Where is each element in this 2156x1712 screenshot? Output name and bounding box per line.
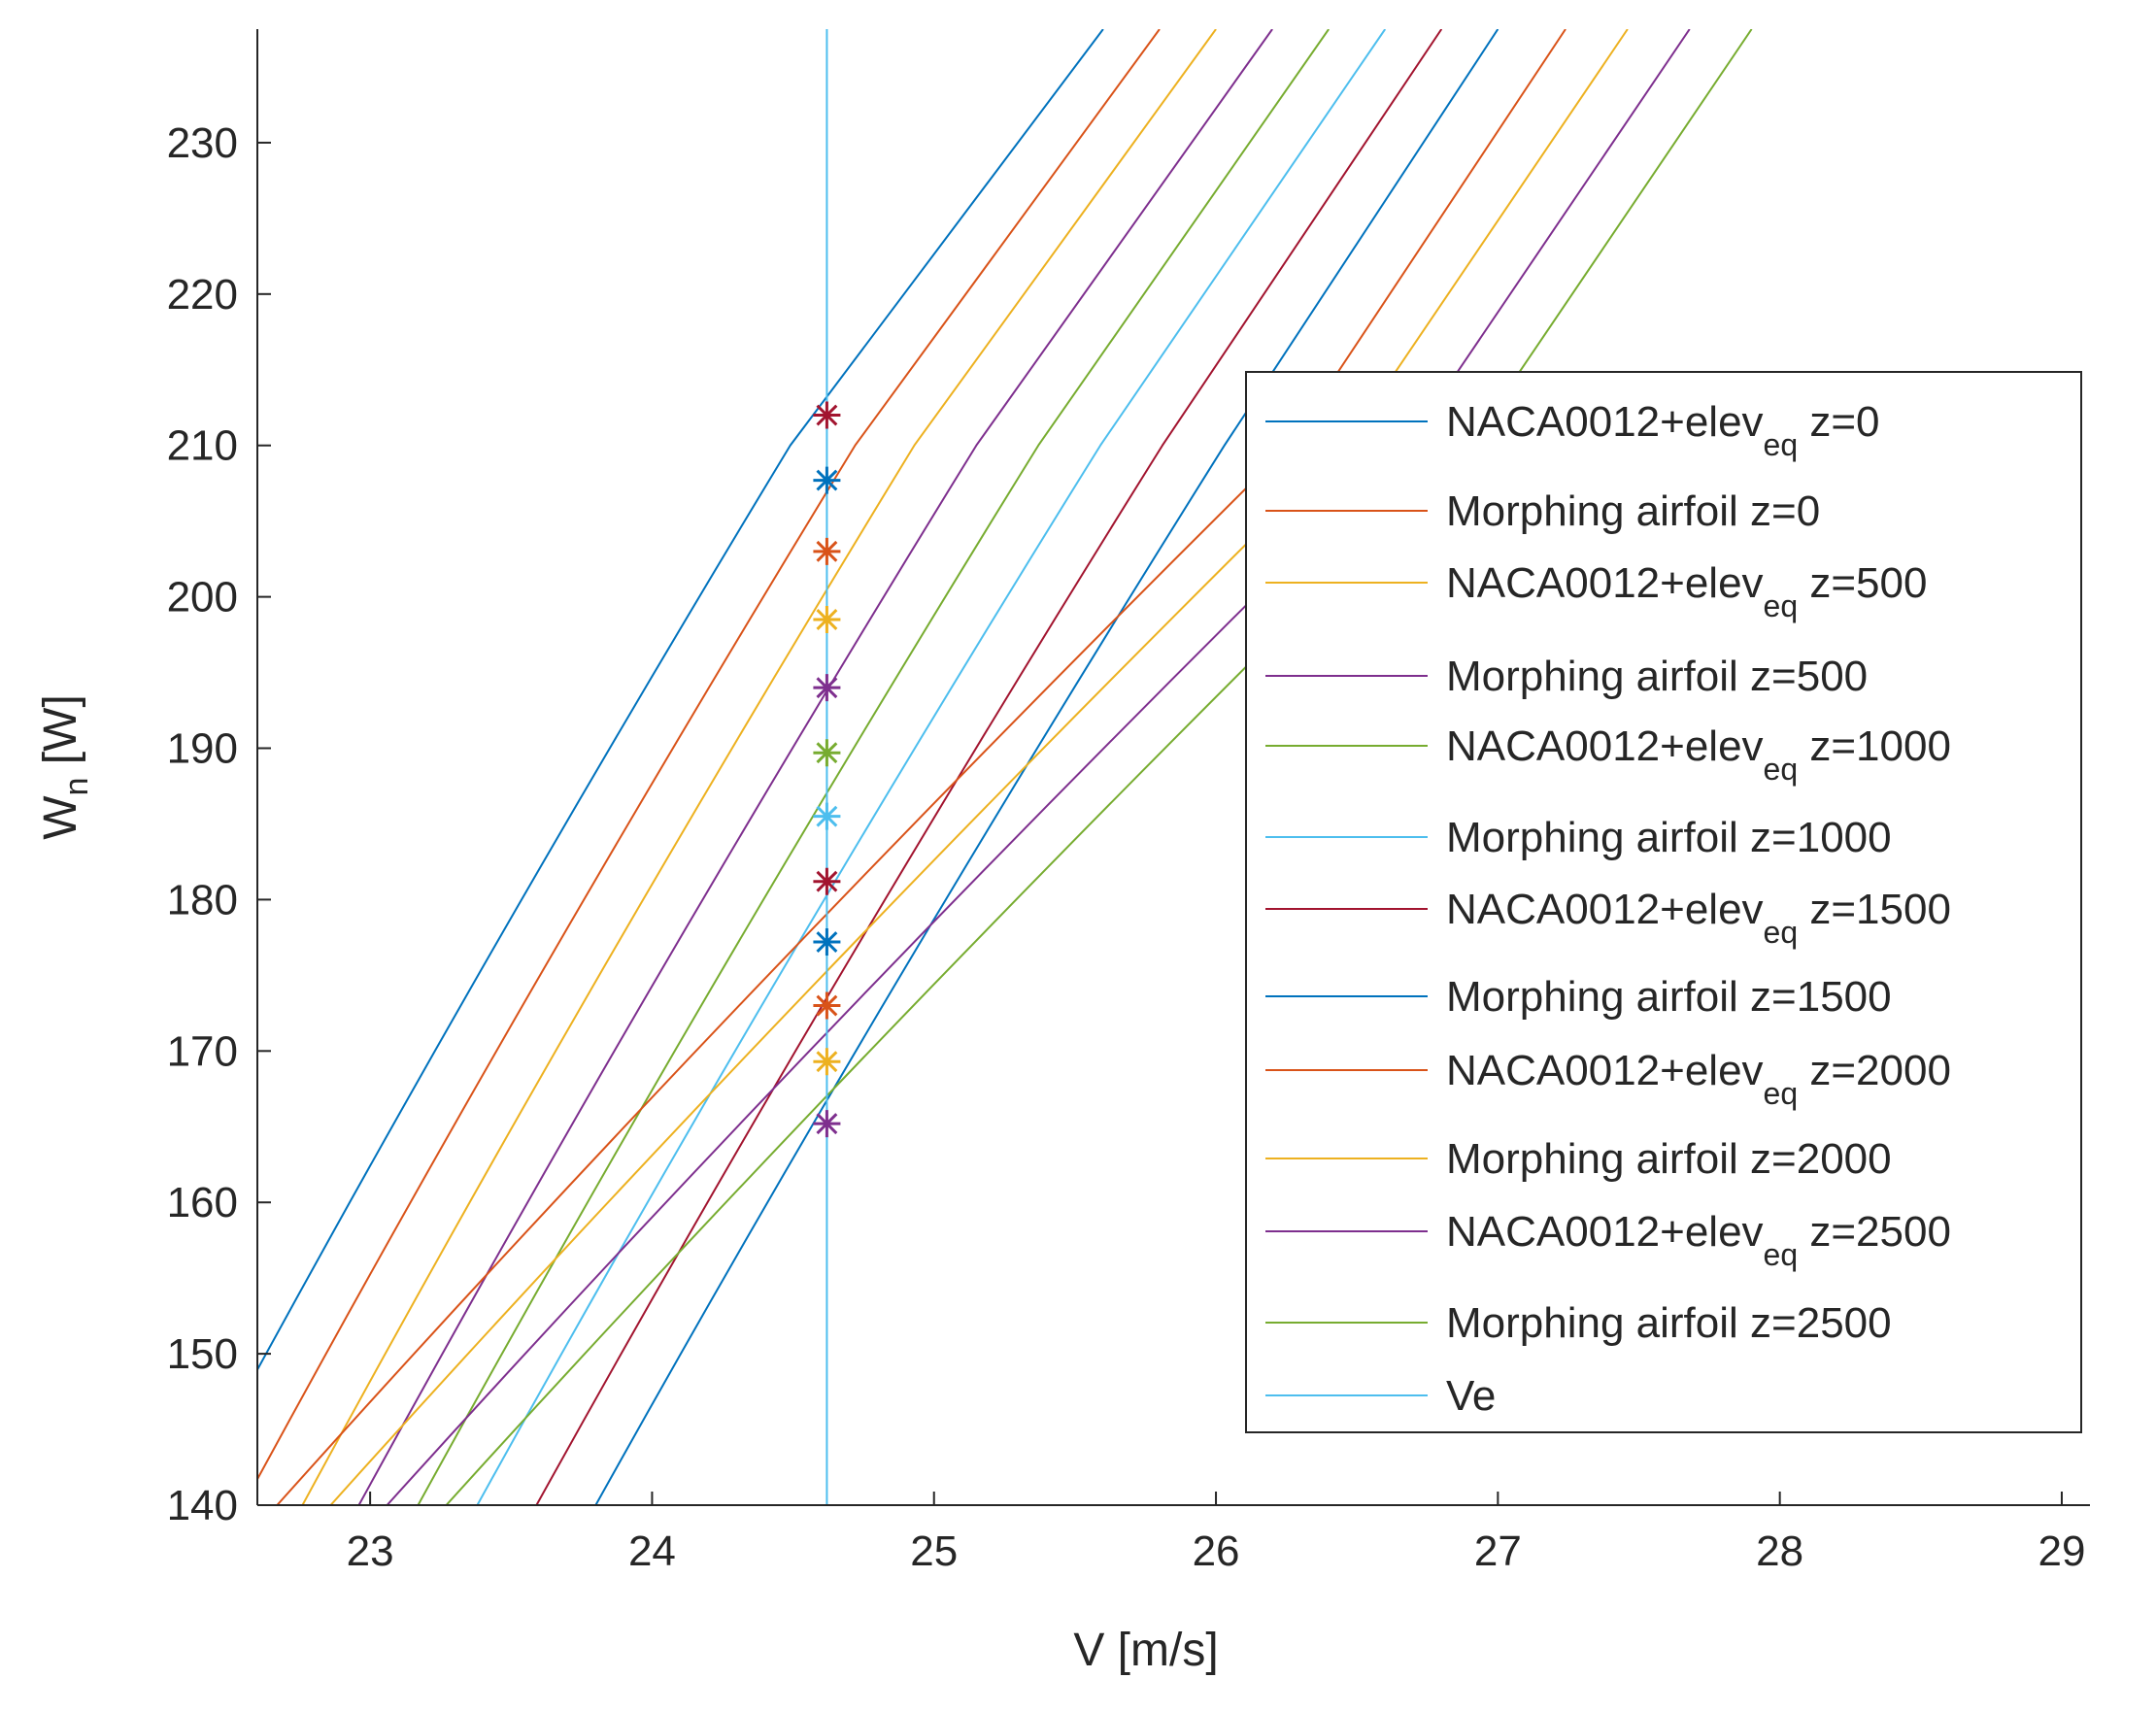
x-tick-label-23: 23 [347, 1527, 394, 1575]
equilibrium-marker-4 [813, 606, 841, 633]
y-axis-label-unit: [W] [35, 694, 86, 777]
y-tick-label-190: 190 [167, 725, 238, 773]
y-tick-label-220: 220 [167, 271, 238, 319]
x-tick-label-29: 29 [2038, 1527, 2085, 1575]
legend-label-morphing-airfoil-z-2000: Morphing airfoil z=2000 [1446, 1135, 1892, 1183]
series-line-morphing-airfoil-z-1000 [476, 29, 1387, 1505]
y-tick-label-230: 230 [167, 119, 238, 167]
series-line-naca0012-elev-eq-z-0 [257, 29, 1104, 1372]
series-line-naca0012-elev-eq-z-1000 [417, 29, 1330, 1505]
equilibrium-marker-8 [813, 867, 841, 895]
legend-label-naca0012-elev-eq-z-1500: NACA0012+eleveq z=1500 [1446, 886, 1951, 950]
equilibrium-marker-1 [813, 401, 841, 429]
series-line-naca0012-elev-eq-z-1500 [535, 29, 1443, 1505]
series-line-naca0012-elev-eq-z-2000 [276, 29, 1566, 1505]
legend-label-naca0012-elev-eq-z-2000: NACA0012+eleveq z=2000 [1446, 1047, 1951, 1111]
x-ticks: 23 24 25 26 27 28 29 [347, 1492, 2085, 1575]
series-line-morphing-airfoil-z-2000 [329, 29, 1629, 1505]
y-tick-label-180: 180 [167, 876, 238, 923]
legend-label-morphing-airfoil-z-1500: Morphing airfoil z=1500 [1446, 973, 1892, 1021]
legend-box [1245, 371, 2082, 1433]
legend-label-morphing-airfoil-z-2500: Morphing airfoil z=2500 [1446, 1299, 1892, 1347]
x-tick-label-28: 28 [1756, 1527, 1803, 1575]
legend-label-naca0012-elev-eq-z-1000: NACA0012+eleveq z=1000 [1446, 722, 1951, 787]
legend-label-ve: Ve [1446, 1372, 1496, 1420]
series-line-naca0012-elev-eq-z-500 [301, 29, 1217, 1505]
equilibrium-markers [813, 401, 841, 1138]
x-tick-label-27: 27 [1474, 1527, 1522, 1575]
y-tick-label-150: 150 [167, 1330, 238, 1378]
x-tick-label-25: 25 [910, 1527, 958, 1575]
axes [256, 29, 2090, 1506]
legend-label-morphing-airfoil-z-0: Morphing airfoil z=0 [1446, 487, 1820, 535]
y-axis-label-subscript: n [58, 778, 95, 796]
legend-label-morphing-airfoil-z-500: Morphing airfoil z=500 [1446, 653, 1868, 700]
y-axis-label: Wn [W] [35, 694, 95, 840]
legend-label-morphing-airfoil-z-1000: Morphing airfoil z=1000 [1446, 814, 1892, 861]
equilibrium-marker-2 [813, 466, 841, 494]
y-axis-label-main: W [35, 795, 86, 840]
equilibrium-marker-3 [813, 537, 841, 565]
equilibrium-marker-6 [813, 739, 841, 767]
y-tick-label-210: 210 [167, 422, 238, 470]
y-tick-label-200: 200 [167, 574, 238, 621]
x-tick-label-26: 26 [1193, 1527, 1240, 1575]
legend: NACA0012+eleveq z=0 Morphing airfoil z=0 N… [1245, 371, 2082, 1433]
equilibrium-marker-10 [813, 991, 841, 1020]
legend-label-naca0012-elev-eq-z-2500: NACA0012+eleveq z=2500 [1446, 1208, 1951, 1272]
x-tick-label-24: 24 [628, 1527, 676, 1575]
equilibrium-marker-9 [813, 928, 841, 957]
y-tick-label-140: 140 [167, 1482, 238, 1529]
legend-label-naca0012-elev-eq-z-500: NACA0012+eleveq z=500 [1446, 559, 1927, 623]
equilibrium-marker-12 [813, 1110, 841, 1138]
series-line-morphing-airfoil-z-1500 [594, 29, 1499, 1505]
series-line-morphing-airfoil-z-0 [257, 29, 1161, 1482]
y-tick-label-160: 160 [167, 1179, 238, 1226]
y-tick-label-170: 170 [167, 1027, 238, 1075]
equilibrium-marker-7 [813, 802, 841, 830]
equilibrium-marker-11 [813, 1048, 841, 1076]
series-line-morphing-airfoil-z-500 [357, 29, 1273, 1505]
x-axis-label: V [m/s] [1073, 1625, 1218, 1676]
y-ticks: 140 150 160 170 180 190 200 210 220 230 [167, 119, 271, 1529]
legend-label-naca0012-elev-eq-z-0: NACA0012+eleveq z=0 [1446, 398, 1880, 462]
equilibrium-marker-5 [813, 674, 841, 702]
